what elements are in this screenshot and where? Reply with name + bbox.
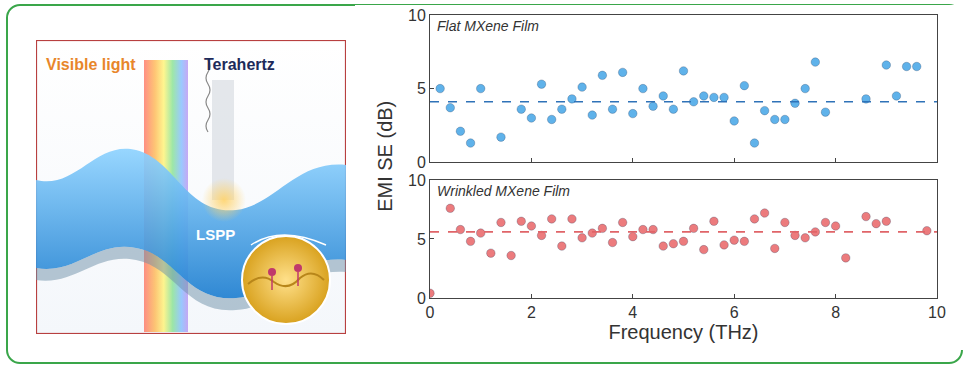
svg-text:5: 5 bbox=[417, 80, 426, 97]
svg-text:Terahertz: Terahertz bbox=[204, 56, 275, 73]
svg-text:10: 10 bbox=[928, 304, 946, 321]
svg-text:8: 8 bbox=[831, 304, 840, 321]
svg-text:0: 0 bbox=[417, 154, 426, 171]
svg-text:Visible light: Visible light bbox=[46, 56, 136, 73]
svg-text:10: 10 bbox=[408, 172, 426, 189]
svg-text:5: 5 bbox=[417, 231, 426, 248]
svg-text:4: 4 bbox=[628, 304, 637, 321]
svg-text:6: 6 bbox=[730, 304, 739, 321]
svg-text:Frequency (THz): Frequency (THz) bbox=[608, 321, 758, 343]
svg-text:LSPP: LSPP bbox=[196, 226, 235, 243]
svg-text:Flat MXene Film: Flat MXene Film bbox=[437, 18, 539, 34]
svg-text:0: 0 bbox=[426, 304, 435, 321]
svg-text:2: 2 bbox=[527, 304, 536, 321]
svg-text:Wrinkled MXene Film: Wrinkled MXene Film bbox=[437, 183, 570, 199]
svg-text:0: 0 bbox=[417, 290, 426, 307]
svg-text:EMI SE (dB): EMI SE (dB) bbox=[374, 101, 396, 212]
svg-text:10: 10 bbox=[408, 7, 426, 24]
